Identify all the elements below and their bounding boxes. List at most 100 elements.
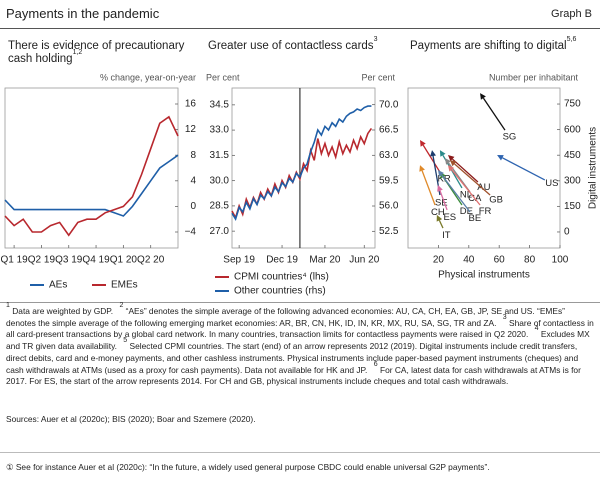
legend-label: CPMI countries⁴ (lhs) [234,272,329,283]
arrow-label: ES [443,212,456,223]
x-tick-label: 20 [433,255,445,266]
note: 4 Excludes MX and TR given data availabi… [6,325,590,352]
arrow-head [419,165,425,172]
y-axis-label: Digital instruments [588,127,599,209]
x-tick-label: Jun 20 [349,255,379,266]
y-tick-label: 750 [564,99,581,110]
panel-title: Greater use of contactless cards3 [208,36,403,53]
arrow-head [449,159,457,167]
x-tick-label: 60 [494,255,506,266]
note-text: For CA, latest data for cash withdrawals… [6,364,581,387]
y-tick-label: 4 [190,175,196,186]
subtitle: % change, year-on-year [100,72,196,82]
y-tick-label: 0 [190,201,196,212]
y-tick-label: 600 [564,124,581,135]
arrow-label: SE [435,197,448,208]
title-note: 1,2 [72,49,83,56]
x-tick-label: Mar 20 [309,255,341,266]
notes-rule [0,302,600,303]
y-axis-label: Per cent [206,72,240,82]
note-mark: 4 [534,325,539,333]
note-mark: 2 [119,302,124,309]
x-tick-label: Q2 20 [137,255,165,266]
legend-label: Other countries (rhs) [234,286,326,297]
series-line [4,115,179,237]
arrow-head [447,165,455,172]
x-tick-label: Q1 19 [0,255,28,266]
arrow-label: CH [431,207,445,218]
header-rule [0,28,600,29]
note: 5 Selected CPMI countries. The start (en… [6,337,578,374]
y-tick-label: 34.5 [210,99,230,110]
plot-frame [231,87,376,249]
note-text: Share of contactless in all card-present… [6,317,594,340]
arrow-head [437,185,443,192]
y-tick-label: 31.5 [210,150,230,161]
panel-title: There is evidence of precautionary cash … [8,40,193,66]
arrow-head [439,150,446,157]
note: 6 For CA, latest data for cash withdrawa… [6,361,581,387]
y-tick-label: 66.5 [379,125,399,136]
note-text: “AEs” denotes the simple average of the … [6,306,565,328]
arrow-shaft [452,158,479,183]
title-text: Greater use of contactless cards [208,40,374,52]
note-text: Excludes MX and TR given data availabili… [6,329,590,352]
y2-axis-label: Per cent [361,72,395,82]
y-tick-label: 150 [564,201,581,212]
x-tick-label: Q3 19 [55,255,83,266]
footnotes: 1 Data are weighted by GDP. 2 “AEs” deno… [6,302,594,388]
note-mark: 3 [502,313,507,321]
arrow-head [480,93,486,100]
note-mark: 5 [123,337,128,345]
arrow-head [420,140,426,147]
arrow-head [430,150,437,157]
note-mark: 6 [373,360,378,368]
series-line [4,154,179,217]
legend-label: EMEs [111,280,138,291]
x-tick-label: 80 [524,255,536,266]
arrow-shaft [422,144,441,173]
arrow-label: DE [460,206,473,217]
y-tick-label: 8 [190,150,196,161]
footer-note: ① See for instance Auer et al (2020c): “… [6,462,490,472]
title-note: 5,6 [566,36,577,43]
note: 2 “AEs” denotes the simple average of th… [6,302,565,328]
arrow-label: BE [469,213,482,224]
sources: Sources: Auer et al (2020c); BIS (2020);… [6,414,256,424]
plot-frame [407,87,561,249]
arrow-shaft [441,174,471,213]
title-note: 3 [373,36,378,43]
arrow-shaft [421,170,436,206]
arrow-label: NL [460,189,472,200]
y-tick-label: 16 [185,99,197,110]
title-text: There is evidence of precautionary cash … [8,40,185,65]
arrow-label: AU [477,182,490,193]
note: 1 Data are weighted by GDP. [6,302,114,316]
y-tick-label: 12 [185,124,197,135]
arrow-shaft [502,157,546,181]
page-title: Payments in the pandemic [6,6,160,21]
note: 3 Share of contactless in all card-prese… [6,314,594,340]
footer-mark: ① [6,462,14,472]
x-tick-label: Sep 19 [223,255,255,266]
arrow-shaft [451,169,481,206]
arrow-label: SG [503,131,517,142]
y-tick-label: 70.0 [379,99,399,110]
x-tick-label: Q4 19 [82,255,110,266]
note-mark: 1 [6,302,10,309]
arrow-head [447,155,455,162]
y-tick-label: 33.0 [210,125,230,136]
footer-rule [0,452,600,453]
x-tick-label: 40 [463,255,475,266]
footer-text: See for instance Auer et al (2020c): “In… [15,462,490,472]
arrow-head [436,214,443,222]
arrow-head [437,170,444,177]
note-text: Data are weighted by GDP. [12,306,114,316]
arrow-head [497,155,504,161]
title-text: Payments are shifting to digital [410,40,567,52]
y-tick-label: 52.5 [379,226,399,237]
y-tick-label: 56.0 [379,201,399,212]
arrow-label: FR [479,206,492,217]
